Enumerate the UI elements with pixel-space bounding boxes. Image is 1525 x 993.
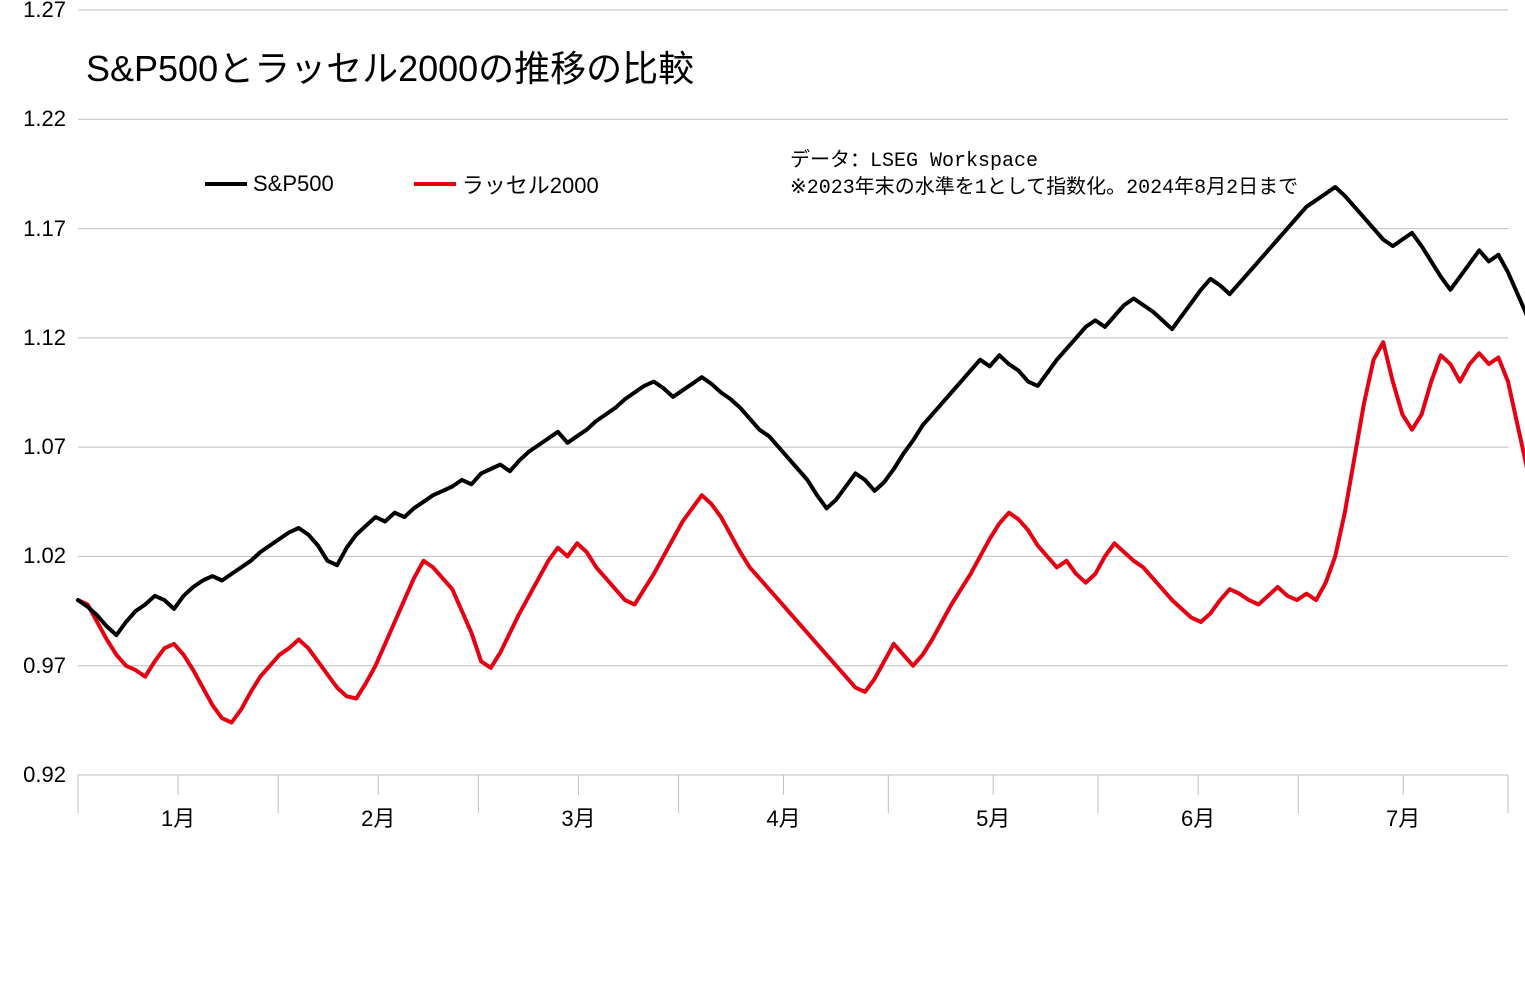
legend-label-sp500: S&P500: [253, 171, 334, 197]
x-tick-label: 2月: [361, 801, 395, 833]
chart-container: S&P500とラッセル2000の推移の比較 S&P500 ラッセル2000 デー…: [0, 0, 1525, 993]
y-tick-label: 0.97: [0, 653, 66, 679]
x-tick-label: 7月: [1386, 801, 1420, 833]
y-tick-label: 0.92: [0, 762, 66, 788]
y-tick-label: 1.17: [0, 216, 66, 242]
legend: S&P500 ラッセル2000: [205, 168, 599, 200]
legend-label-russell: ラッセル2000: [462, 168, 599, 200]
x-tick-label: 4月: [766, 801, 800, 833]
legend-item-russell: ラッセル2000: [414, 168, 599, 200]
chart-title: S&P500とラッセル2000の推移の比較: [86, 40, 694, 92]
chart-note: データ：LSEG Workspace ※2023年末の水準を1として指数化。20…: [790, 148, 1298, 202]
y-tick-label: 1.22: [0, 106, 66, 132]
y-tick-label: 1.27: [0, 0, 66, 23]
y-tick-label: 1.02: [0, 543, 66, 569]
y-tick-label: 1.07: [0, 434, 66, 460]
legend-swatch-sp500: [205, 182, 247, 186]
y-tick-label: 1.12: [0, 325, 66, 351]
x-tick-label: 6月: [1181, 801, 1215, 833]
x-tick-label: 5月: [976, 801, 1010, 833]
legend-swatch-russell: [414, 182, 456, 186]
x-tick-label: 1月: [161, 801, 195, 833]
legend-item-sp500: S&P500: [205, 171, 334, 197]
x-tick-label: 3月: [561, 801, 595, 833]
